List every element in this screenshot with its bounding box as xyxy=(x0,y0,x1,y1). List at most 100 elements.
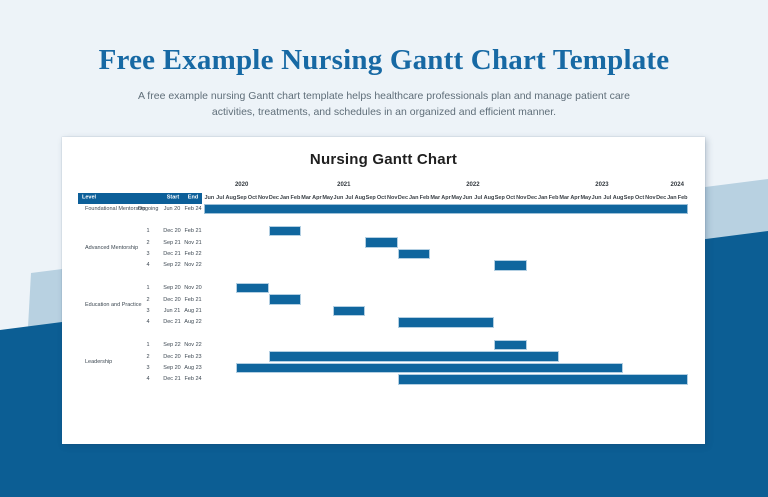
timeline-month-label: Dec xyxy=(526,195,538,201)
timeline-month-label: Dec xyxy=(397,195,409,201)
timeline-month-label: Sep xyxy=(236,195,247,201)
timeline-month-label: Jul xyxy=(603,195,612,201)
level-group-label: Advanced Mentorship xyxy=(85,245,139,252)
task-end-cell: Aug 21 xyxy=(184,308,202,314)
timeline-month-label: Apr xyxy=(312,195,322,201)
task-seq-cell: 2 xyxy=(146,239,150,246)
task-end-cell: Feb 24 xyxy=(184,376,202,383)
timeline-month-label: Sep xyxy=(494,195,505,201)
page-subtitle-line1: A free example nursing Gantt chart templ… xyxy=(137,90,631,102)
gantt-bar xyxy=(397,248,430,260)
timeline-month-label: Feb xyxy=(290,195,301,201)
task-start-cell: Jun 20 xyxy=(163,206,181,213)
task-seq-cell: 4 xyxy=(146,319,150,326)
timeline-month-label: Jun xyxy=(591,195,602,201)
timeline-year-label: 2024 xyxy=(670,182,684,188)
gantt-bar xyxy=(494,260,527,271)
task-end-cell: Nov 21 xyxy=(184,239,202,246)
level-group-label: Foundational Mentorship xyxy=(85,206,146,213)
timeline-month-label: Jul xyxy=(345,195,354,201)
gantt-bar xyxy=(397,317,495,328)
task-seq-cell: 3 xyxy=(146,308,150,314)
timeline-month-label: Jun xyxy=(462,195,473,201)
level-group-label: Leadership xyxy=(85,359,113,366)
task-seq-cell: 2 xyxy=(146,353,150,360)
level-group-label: Education and Practice xyxy=(85,302,142,309)
timeline-month-label: Mar xyxy=(301,195,312,201)
timeline-year-label: 2021 xyxy=(337,182,351,188)
task-seq-cell: 4 xyxy=(146,376,150,383)
timeline-month-label: Feb xyxy=(548,195,559,201)
timeline-month-label: Oct xyxy=(635,195,645,201)
task-end-cell: Feb 24 xyxy=(184,206,202,213)
task-start-cell: Sep 20 xyxy=(163,365,181,371)
timeline-month-label: Jun xyxy=(333,195,344,201)
timeline-month-label: Jan xyxy=(667,195,677,201)
timeline-month-label: Aug xyxy=(225,195,237,201)
timeline-month-label: Aug xyxy=(612,195,624,201)
gantt-bar xyxy=(494,340,527,351)
timeline-month-label: Apr xyxy=(441,195,451,201)
task-end-cell: Aug 23 xyxy=(184,365,202,371)
timeline-month-label: Jun xyxy=(204,195,215,201)
task-start-cell: Dec 21 xyxy=(163,319,181,326)
timeline-month-label: Jul xyxy=(216,195,225,201)
timeline-month-label: Oct xyxy=(376,195,387,201)
task-seq-cell: 1 xyxy=(146,228,150,235)
timeline-year-label: 2020 xyxy=(234,182,249,188)
task-end-cell: Nov 20 xyxy=(184,285,202,292)
start-column-header: Start xyxy=(166,194,180,201)
task-start-cell: Dec 21 xyxy=(163,251,181,257)
gantt-bar xyxy=(236,362,624,374)
page-subtitle-line2: activities, treatments, and schedules in… xyxy=(211,106,557,119)
timeline-month-label: Jan xyxy=(408,195,419,201)
gantt-bar xyxy=(268,226,301,237)
timeline-month-label: Nov xyxy=(516,195,527,201)
task-start-cell: Sep 22 xyxy=(163,262,181,269)
task-end-cell: Nov 22 xyxy=(184,342,202,349)
level-column-header: Level xyxy=(82,194,97,201)
timeline-month-label: May xyxy=(322,195,334,201)
timeline-month-label: Nov xyxy=(645,195,656,201)
timeline-month-label: Nov xyxy=(257,195,269,201)
timeline-month-label: Sep xyxy=(365,195,376,201)
timeline-year-label: 2022 xyxy=(466,182,480,188)
page-subtitle: A free example nursing Gantt chart templ… xyxy=(104,88,664,121)
timeline-month-label: Mar xyxy=(559,195,570,201)
task-seq-cell: 3 xyxy=(146,251,150,257)
timeline-month-label: Aug xyxy=(354,195,366,201)
task-start-cell: Sep 21 xyxy=(163,239,181,246)
task-start-cell: Dec 20 xyxy=(163,353,181,360)
timeline-month-label: Feb xyxy=(419,195,430,201)
task-end-cell: Feb 21 xyxy=(184,228,202,235)
timeline-month-label: Oct xyxy=(505,195,516,201)
timeline-month-label: Jul xyxy=(474,195,483,201)
timeline-year-label: 2023 xyxy=(595,182,609,188)
gantt-bar xyxy=(268,294,301,305)
task-end-cell: Aug 22 xyxy=(184,319,202,326)
task-start-cell: Jun 21 xyxy=(163,308,181,314)
timeline-month-label: Jan xyxy=(538,195,548,201)
task-start-cell: Sep 20 xyxy=(163,285,181,292)
task-start-cell: Dec 21 xyxy=(163,376,181,383)
timeline-month-label: Dec xyxy=(268,195,279,201)
task-seq-cell: 4 xyxy=(146,262,150,269)
gantt-bar xyxy=(365,237,398,248)
task-seq-cell: 2 xyxy=(146,296,150,303)
gantt-chart-card: Nursing Gantt Chart 2020 2021 2022 2023 2024… xyxy=(62,137,705,444)
gantt-bar xyxy=(236,283,269,294)
timeline-month-label: Nov xyxy=(387,195,398,201)
page-header: Free Example Nursing Gantt Chart Templat… xyxy=(0,44,768,121)
gantt-bar xyxy=(397,374,688,385)
timeline-month-label: Oct xyxy=(247,195,257,201)
task-end-cell: Nov 22 xyxy=(184,262,202,269)
task-start-cell: Sep 22 xyxy=(163,342,181,349)
end-column-header: End xyxy=(187,194,199,201)
gantt-chart: 2020 2021 2022 2023 2024 Jun Jul Aug Sep Oct Nov De… xyxy=(62,181,705,431)
task-seq-cell: 3 xyxy=(146,365,150,371)
timeline-month-label: Jan xyxy=(279,195,290,201)
timeline-month-label: Sep xyxy=(623,195,634,201)
page-title: Free Example Nursing Gantt Chart Templat… xyxy=(98,44,670,76)
task-seq-cell: Ongoing xyxy=(137,206,159,213)
